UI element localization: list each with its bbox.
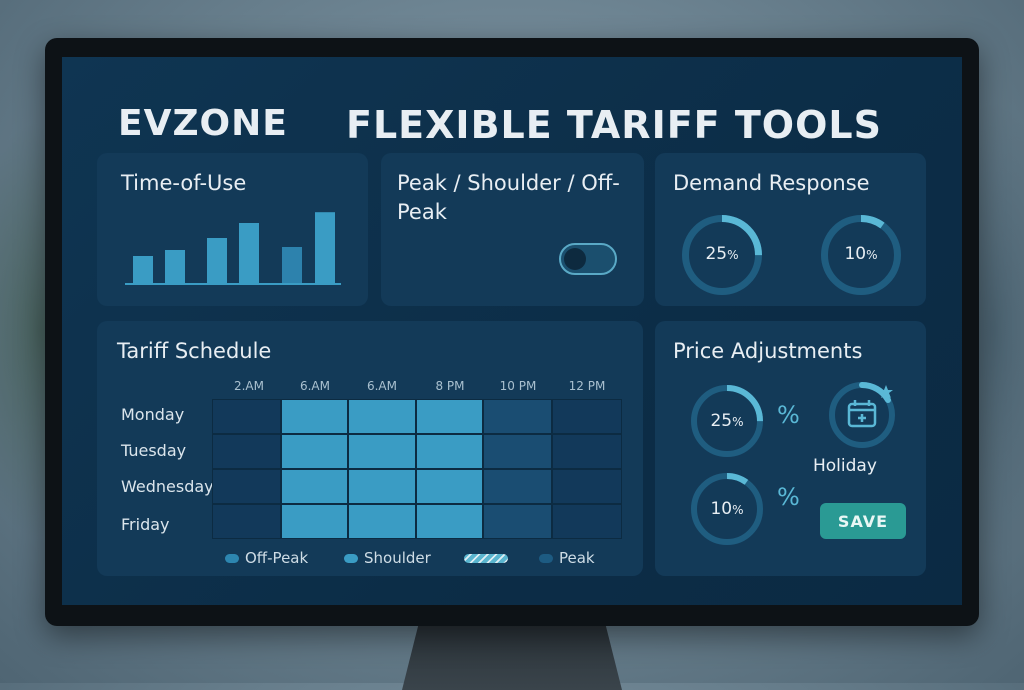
legend-shoulder: Shoulder — [344, 549, 431, 567]
schedule-cell-shoulder[interactable] — [348, 469, 416, 504]
time-label: 2.AM — [233, 379, 264, 393]
legend-off-peak: Off-Peak — [225, 549, 308, 567]
schedule-cell-shoulder[interactable] — [281, 469, 348, 504]
time-of-use-bar-chart — [125, 212, 341, 285]
ring-progress — [682, 215, 762, 295]
toggle-knob — [564, 248, 586, 270]
day-label-friday: Friday — [121, 515, 170, 534]
peak-card-title: Peak / Shoulder / Off-Peak — [397, 171, 620, 224]
schedule-cell-peak[interactable] — [483, 434, 552, 469]
legend-swatch — [539, 554, 553, 563]
demand-ring-25[interactable] — [680, 213, 764, 297]
schedule-cell-shoulder[interactable] — [281, 399, 348, 434]
tou-bar — [165, 250, 185, 283]
schedule-cell-shoulder[interactable] — [281, 504, 348, 539]
save-button[interactable]: SAVE — [820, 503, 906, 539]
schedule-cell-peak[interactable] — [483, 504, 552, 539]
holiday-label: Holiday — [813, 456, 877, 476]
price-adjustments-card: Price Adjustments 25% % 10% % Holiday SA… — [655, 321, 926, 576]
tou-bar — [207, 238, 227, 283]
tariff-schedule-card: Tariff Schedule 2.AM 6.AM 6.AM 8 PM 10 P… — [97, 321, 643, 576]
time-label: 10 PM — [499, 379, 537, 393]
price-ring-25-label: 25% — [710, 411, 744, 431]
day-label-monday: Monday — [121, 405, 185, 424]
schedule-cell-off-peak[interactable] — [212, 469, 281, 504]
tou-bar — [315, 212, 335, 283]
percent-sign: % — [777, 401, 800, 429]
schedule-cell-off-peak[interactable] — [552, 399, 622, 434]
tariff-schedule-title: Tariff Schedule — [117, 339, 272, 363]
legend-peak: Peak — [539, 549, 595, 567]
ring-progress — [821, 215, 901, 295]
demand-ring-10-label: 10% — [844, 244, 878, 264]
tou-bar — [133, 256, 153, 283]
price-ring-10-label: 10% — [710, 499, 744, 519]
holiday-calendar-icon[interactable] — [828, 379, 898, 449]
monitor: EVZONE FLEXIBLE TARIFF TOOLS Time-of-Use… — [45, 38, 979, 626]
price-ring-10[interactable] — [689, 471, 765, 547]
page-title: FLEXIBLE TARIFF TOOLS — [346, 103, 882, 147]
schedule-cell-shoulder[interactable] — [416, 399, 483, 434]
demand-response-title: Demand Response — [673, 171, 870, 195]
legend-link — [464, 549, 514, 567]
time-label: 6.AM — [366, 379, 397, 393]
schedule-cell-peak[interactable] — [483, 399, 552, 434]
tou-bar — [239, 223, 259, 283]
schedule-cell-peak[interactable] — [483, 469, 552, 504]
dashboard-screen: EVZONE FLEXIBLE TARIFF TOOLS Time-of-Use… — [62, 57, 962, 605]
brand-logo: EVZONE — [118, 103, 288, 144]
schedule-cell-off-peak[interactable] — [212, 504, 281, 539]
time-of-use-title: Time-of-Use — [121, 171, 247, 195]
schedule-cell-shoulder[interactable] — [416, 469, 483, 504]
demand-ring-25-label: 25% — [705, 244, 739, 264]
monitor-stand — [402, 620, 622, 690]
demand-response-card: Demand Response 25% 10% — [655, 153, 926, 306]
time-of-use-card[interactable]: Time-of-Use — [97, 153, 368, 306]
price-adjustments-title: Price Adjustments — [673, 339, 863, 363]
peak-toggle[interactable] — [559, 243, 617, 275]
price-ring-25[interactable] — [689, 383, 765, 459]
schedule-cell-off-peak[interactable] — [212, 399, 281, 434]
time-label: 6.AM — [299, 379, 330, 393]
tariff-schedule-grid[interactable] — [212, 399, 622, 539]
time-label: 12 PM — [568, 379, 606, 393]
schedule-cell-off-peak[interactable] — [552, 469, 622, 504]
schedule-cell-off-peak[interactable] — [552, 434, 622, 469]
percent-sign: % — [777, 483, 800, 511]
demand-ring-10[interactable] — [819, 213, 903, 297]
peak-shoulder-offpeak-card: Peak / Shoulder / Off-Peak — [381, 153, 644, 306]
schedule-cell-off-peak[interactable] — [552, 504, 622, 539]
time-label: 8 PM — [435, 379, 465, 393]
day-label-tuesday: Tuesday — [121, 441, 187, 460]
legend-swatch — [225, 554, 239, 563]
schedule-cell-off-peak[interactable] — [212, 434, 281, 469]
schedule-cell-shoulder[interactable] — [416, 504, 483, 539]
ring-progress — [691, 473, 763, 545]
ring-progress — [691, 385, 763, 457]
schedule-cell-shoulder[interactable] — [348, 399, 416, 434]
schedule-cell-shoulder[interactable] — [416, 434, 483, 469]
schedule-cell-shoulder[interactable] — [281, 434, 348, 469]
schedule-cell-shoulder[interactable] — [348, 504, 416, 539]
link-icon — [464, 554, 508, 563]
tou-bar — [282, 247, 302, 283]
day-label-wednesday: Wednesday — [121, 477, 214, 496]
schedule-cell-shoulder[interactable] — [348, 434, 416, 469]
legend-swatch — [344, 554, 358, 563]
